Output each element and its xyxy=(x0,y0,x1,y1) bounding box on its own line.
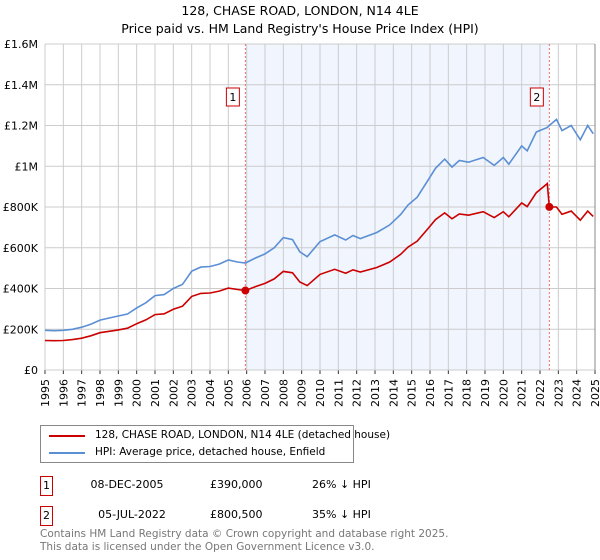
legend-label: HPI: Average price, detached house, Enfi… xyxy=(95,446,326,458)
x-tick-label: 2011 xyxy=(332,379,345,407)
footer-copyright: Contains HM Land Registry data © Crown c… xyxy=(40,528,449,540)
x-tick-label: 2003 xyxy=(186,379,199,407)
x-tick-label: 2014 xyxy=(387,379,400,407)
x-tick-label: 2022 xyxy=(534,379,547,407)
legend-item-property: 128, CHASE ROAD, LONDON, N14 4LE (detach… xyxy=(49,429,390,442)
x-tick-label: 2019 xyxy=(479,379,492,407)
x-tick-label: 2025 xyxy=(589,379,600,407)
sale-label: 1 xyxy=(229,91,236,104)
transaction-date: 08-DEC-2005 xyxy=(90,478,164,491)
chart-title: 128, CHASE ROAD, LONDON, N14 4LE xyxy=(181,3,419,18)
x-tick-label: 2000 xyxy=(131,379,144,407)
sale-label: 2 xyxy=(533,91,540,104)
x-tick-label: 2017 xyxy=(442,379,455,407)
red-line-swatch xyxy=(49,434,85,437)
x-tick-label: 2024 xyxy=(571,379,584,407)
sale-label-box xyxy=(529,87,544,107)
y-tick-label: £800K xyxy=(3,201,39,214)
footer-licence: This data is licensed under the Open Gov… xyxy=(40,541,375,553)
x-tick-label: 2015 xyxy=(406,379,419,407)
transaction-marker: 2 xyxy=(40,506,53,526)
y-tick-label: £1.2M xyxy=(4,120,38,133)
transaction-price: £800,500 xyxy=(210,508,263,521)
sale-point xyxy=(241,286,250,295)
hpi-line xyxy=(44,118,594,332)
price-chart: 1995 1996 1997 1998 1999 2000 2001 2002 2003 2004… xyxy=(3,38,600,407)
x-tick-label: 2021 xyxy=(516,379,529,407)
x-tick-label: 2012 xyxy=(351,379,364,407)
y-tick-label: £1M xyxy=(15,160,39,173)
x-tick-label: 1997 xyxy=(76,379,89,407)
x-tick-label: 2016 xyxy=(424,379,437,407)
x-tick-label: 2023 xyxy=(552,379,565,407)
chart-subtitle: Price paid vs. HM Land Registry's House … xyxy=(121,21,479,36)
y-tick-label: £600K xyxy=(3,242,39,255)
x-tick-label: 2005 xyxy=(222,379,235,407)
x-tick-label: 2004 xyxy=(204,379,217,407)
transaction-price: £390,000 xyxy=(210,478,263,491)
x-tick-label: 1999 xyxy=(112,379,125,407)
transaction-marker: 1 xyxy=(40,476,53,496)
x-tick-label: 1996 xyxy=(57,379,70,407)
x-tick-label: 2008 xyxy=(277,379,290,407)
sale-point xyxy=(545,202,554,211)
x-tick-label: 2002 xyxy=(167,379,180,407)
x-tick-label: 2018 xyxy=(461,379,474,407)
legend-label: 128, CHASE ROAD, LONDON, N14 4LE (detach… xyxy=(95,429,391,441)
x-tick-label: 2006 xyxy=(241,379,254,407)
transaction-hpi-diff: 26% ↓ HPI xyxy=(312,478,371,491)
y-tick-label: £400K xyxy=(3,283,39,296)
x-tick-label: 2009 xyxy=(296,379,309,407)
transaction-date: 05-JUL-2022 xyxy=(98,508,166,521)
property-price-line xyxy=(44,182,594,342)
footer: Contains HM Land Registry data © Crown c… xyxy=(40,528,448,554)
y-tick-label: £1.6M xyxy=(4,38,38,51)
x-tick-label: 1998 xyxy=(94,379,107,407)
transaction-hpi-diff: 35% ↓ HPI xyxy=(312,508,371,521)
x-tick-label: 1995 xyxy=(39,379,52,407)
legend: 128, CHASE ROAD, LONDON, N14 4LE (detach… xyxy=(40,425,390,463)
blue-line-swatch xyxy=(49,451,85,454)
y-tick-label: £200K xyxy=(3,323,39,336)
sale-label-box xyxy=(225,87,240,107)
y-tick-label: £0 xyxy=(24,364,38,377)
x-tick-label: 2007 xyxy=(259,379,272,407)
x-tick-label: 2013 xyxy=(369,379,382,407)
legend-item-hpi: HPI: Average price, detached house, Enfi… xyxy=(49,446,325,459)
x-tick-label: 2010 xyxy=(314,379,327,407)
x-tick-label: 2001 xyxy=(149,379,162,407)
y-tick-label: £1.4M xyxy=(4,79,38,92)
x-tick-label: 2020 xyxy=(497,379,510,407)
